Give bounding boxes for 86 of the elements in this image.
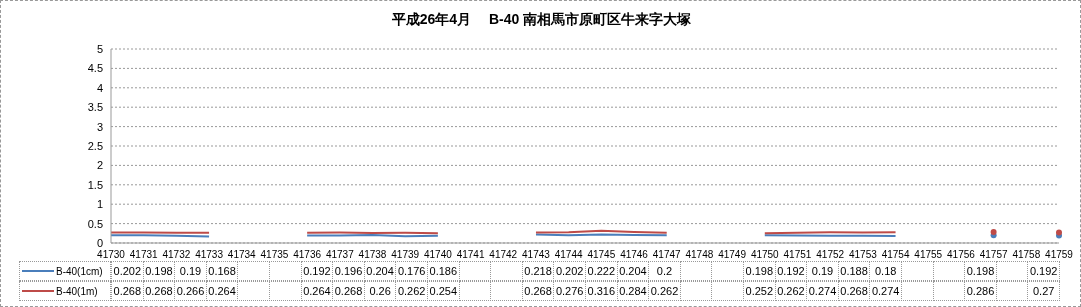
- data-label: 0.192: [300, 261, 334, 281]
- data-label: 0.202: [553, 261, 586, 281]
- x-tick-label: 41735: [260, 249, 289, 261]
- data-label: 0.2: [648, 261, 681, 281]
- data-label: 0.262: [648, 281, 681, 301]
- data-label: 0.192: [774, 261, 808, 281]
- data-label: 0.168: [205, 261, 239, 281]
- y-tick-label: 4.5: [87, 62, 103, 75]
- data-label: 0.188: [837, 261, 871, 281]
- x-tick-label: 41734: [227, 249, 257, 261]
- data-label: 0.186: [427, 261, 460, 281]
- data-label: 0.264: [300, 281, 334, 301]
- x-tick-label: 41750: [750, 249, 780, 261]
- data-label: 0.286: [964, 281, 997, 301]
- data-label: 0.26: [363, 281, 397, 301]
- x-tick-label: 41759: [1045, 249, 1074, 261]
- x-tick-label: 41749: [718, 249, 747, 261]
- data-label: 0.18: [869, 261, 902, 281]
- y-tick-label: 1: [96, 198, 103, 211]
- x-tick-label: 41758: [1012, 249, 1041, 261]
- x-tick-label: 41745: [587, 249, 616, 261]
- data-label: 0.262: [774, 281, 808, 301]
- data-label: 0.316: [585, 281, 618, 301]
- y-tick-label: 0: [96, 236, 103, 249]
- data-label: 0.268: [332, 281, 365, 301]
- x-tick-label: 41742: [489, 249, 518, 261]
- data-label: 0.284: [616, 281, 650, 301]
- y-tick-label: 4: [96, 81, 103, 94]
- data-label: 0.268: [837, 281, 871, 301]
- data-label: 0.19: [174, 261, 207, 281]
- x-tick-label: 41738: [358, 249, 387, 261]
- x-tick-label: 41733: [195, 249, 224, 261]
- legend-label: B-40(1cm): [56, 265, 103, 277]
- data-label: 0.222: [585, 261, 618, 281]
- x-tick-label: 41748: [685, 249, 714, 261]
- y-tick-label: 3: [96, 120, 103, 133]
- data-label: 0.254: [427, 281, 460, 301]
- data-label: 0.266: [174, 281, 207, 301]
- chart-title: 平成26年4月 B-40 南相馬市原町区牛来字大塚: [390, 11, 693, 29]
- data-label: 0.218: [521, 261, 555, 281]
- data-label: 0.27: [1027, 281, 1060, 301]
- x-tick-label: 41746: [620, 249, 649, 261]
- data-label: 0.262: [395, 281, 428, 301]
- x-tick-label: 41732: [162, 249, 191, 261]
- data-label: 0.198: [743, 261, 776, 281]
- data-label: 0.268: [111, 281, 144, 301]
- data-label: 0.196: [332, 261, 365, 281]
- data-label: 0.176: [395, 261, 428, 281]
- data-label: 0.198: [964, 261, 997, 281]
- data-label: 0.252: [743, 281, 776, 301]
- y-tick-label: 1.5: [87, 178, 103, 191]
- x-tick-label: 41741: [456, 249, 485, 261]
- x-tick-label: 41756: [947, 249, 976, 261]
- data-label: 0.276: [553, 281, 586, 301]
- data-label: 0.268: [142, 281, 176, 301]
- data-label: 0.192: [1027, 261, 1060, 281]
- data-label: 0.198: [142, 261, 176, 281]
- x-tick-label: 41736: [293, 249, 322, 261]
- data-label: 0.274: [869, 281, 902, 301]
- y-tick-label: 0.5: [87, 217, 103, 230]
- x-tick-label: 41739: [391, 249, 420, 261]
- x-tick-label: 41743: [522, 249, 551, 261]
- x-tick-label: 41753: [848, 249, 878, 261]
- legend-label: B-40(1m): [56, 285, 98, 297]
- y-tick-label: 2: [96, 159, 103, 172]
- data-label: 0.268: [521, 281, 555, 301]
- x-tick-label: 41755: [914, 249, 943, 261]
- x-tick-label: 41737: [325, 249, 355, 261]
- x-tick-label: 41740: [423, 249, 453, 261]
- x-tick-label: 41751: [783, 249, 812, 261]
- x-tick-label: 41744: [554, 249, 583, 261]
- x-tick-label: 41754: [881, 249, 910, 261]
- x-tick-label: 41747: [652, 249, 682, 261]
- data-label: 0.202: [111, 261, 144, 281]
- x-tick-label: 41752: [816, 249, 845, 261]
- x-tick-label: 41731: [129, 249, 159, 261]
- data-label: 0.264: [205, 281, 239, 301]
- data-label: 0.204: [616, 261, 650, 281]
- data-label: 0.204: [363, 261, 397, 281]
- y-tick-label: 5: [96, 42, 103, 55]
- data-label: 0.274: [806, 281, 839, 301]
- x-tick-label: 41757: [979, 249, 1008, 261]
- y-tick-label: 2.5: [87, 139, 103, 152]
- data-label: 0.19: [806, 261, 839, 281]
- x-tick-label: 41730: [97, 249, 126, 261]
- y-tick-label: 3.5: [87, 101, 103, 114]
